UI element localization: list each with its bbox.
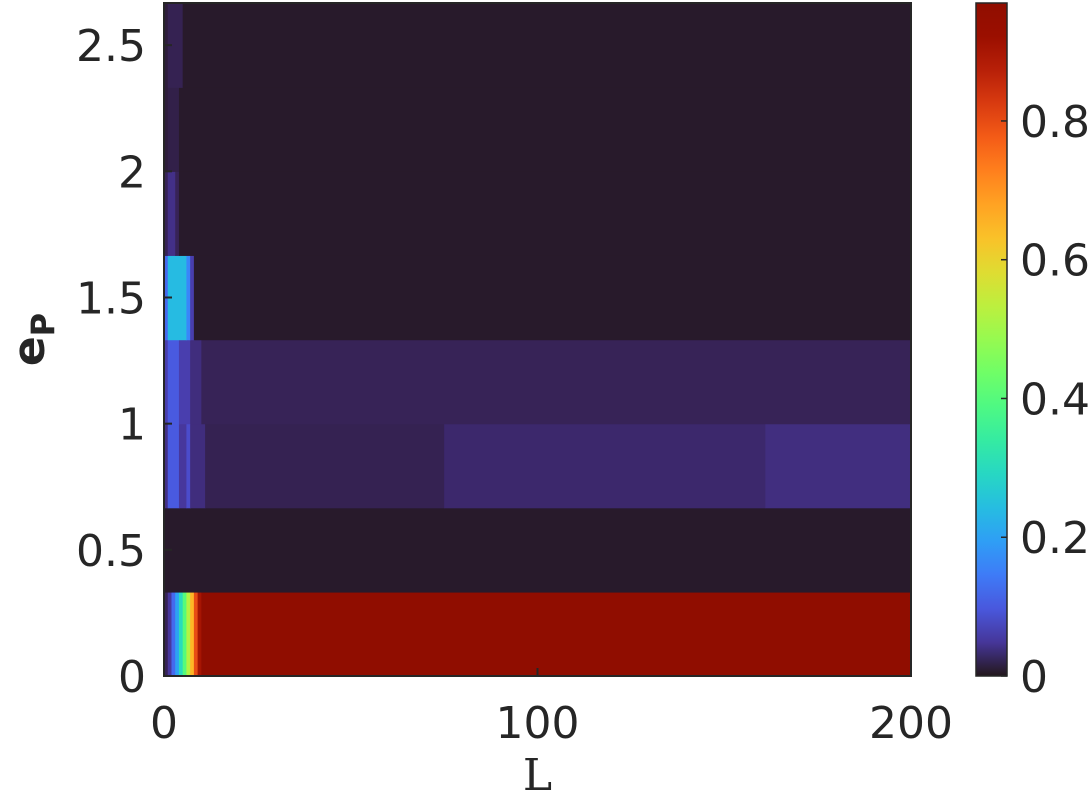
x-tick-label-1: 100 [496,698,580,749]
colorbar-frame [975,2,1008,677]
heatmap-cell-r7-s2 [182,3,912,88]
heatmap-cell-r2-s2 [178,423,188,509]
y-axis-label-main: e [4,336,55,366]
colorbar-tick-label-1: 0.2 [1020,513,1090,564]
heatmap-cell-r3-s2 [178,339,191,425]
heatmap-cell-r2-s3 [186,423,191,509]
heatmap-cell-r4-s3 [190,255,195,341]
heatmap-cell-r2-s4 [190,423,206,509]
colorbar-tick-label-0: 0 [1020,652,1048,703]
heatmap-cell-r0-s4 [178,591,184,677]
y-axis-ticks: 0 0.5 1 1.5 2 2.5 [76,21,172,703]
heatmap-cell-r0-s0 [164,591,169,677]
colorbar-tick-label-3: 0.6 [1020,236,1090,287]
heatmap-cell-r5-s1 [167,171,176,256]
heatmap-cell-r2-s0 [164,423,169,509]
colorbar [976,3,1007,676]
heatmap-cell-r0-s1 [167,591,173,677]
heatmap-cell-r2-s5 [205,423,445,509]
heatmap-cell-r3-s1 [167,339,180,425]
heatmap-cell-r7-s1 [167,3,184,88]
heatmap-cell-r0-s7 [190,591,195,677]
x-tick-label-2: 200 [869,698,953,749]
y-tick-label-5: 2.5 [76,21,146,72]
heatmap-cell-r6-s1 [167,87,180,172]
heatmap-cell-r0-s9 [197,591,202,677]
heatmap-cell-r1-s0 [164,507,912,593]
heatmap-cell-r3-s0 [164,339,169,425]
heatmap-cell-r6-s2 [178,87,912,172]
colorbar-tick-label-4: 0.8 [1020,97,1090,148]
x-axis-label: L [523,750,552,797]
heatmap-cell-r0-s2 [171,591,176,677]
y-axis-label-subscript: P [24,313,62,336]
colorbar-ticks: 0 0.2 0.4 0.6 0.8 [1001,97,1090,703]
heatmap-cell-r4-s1 [167,255,188,341]
heatmap-cell-r0-s8 [193,591,199,677]
colorbar-tick-label-2: 0.4 [1020,374,1090,425]
heatmap-cell-r4-s4 [193,255,912,341]
heatmap-cell-r3-s3 [190,339,202,425]
heatmap-cell-r5-s3 [178,171,912,256]
heatmap-cell-r3-s4 [201,339,912,425]
y-tick-label-3: 1.5 [76,273,146,324]
heatmap-cell-r2-s7 [765,423,912,509]
heatmap-cell-r6-s0 [164,87,169,172]
y-axis-label: eP [4,313,62,366]
x-tick-label-0: 0 [150,698,178,749]
x-axis-ticks: 0 100 200 [150,668,953,749]
heatmap-cells [164,3,912,677]
y-tick-label-0: 0 [118,652,146,703]
heatmap-cell-r0-s3 [175,591,180,677]
heatmap-cell-r5-s2 [175,171,180,256]
heatmap-cell-r0-s5 [182,591,188,677]
y-tick-label-2: 1 [118,400,146,451]
heatmap-cell-r0-s10 [201,591,912,677]
heatmap-cell-r5-s0 [164,171,169,256]
heatmap-cell-r2-s6 [444,423,766,509]
heatmap-cell-r4-s2 [186,255,191,341]
heatmap-cell-r0-s6 [186,591,191,677]
y-tick-label-1: 0.5 [76,526,146,577]
y-tick-label-4: 2 [118,147,146,198]
heatmap-cell-r2-s1 [167,423,180,509]
